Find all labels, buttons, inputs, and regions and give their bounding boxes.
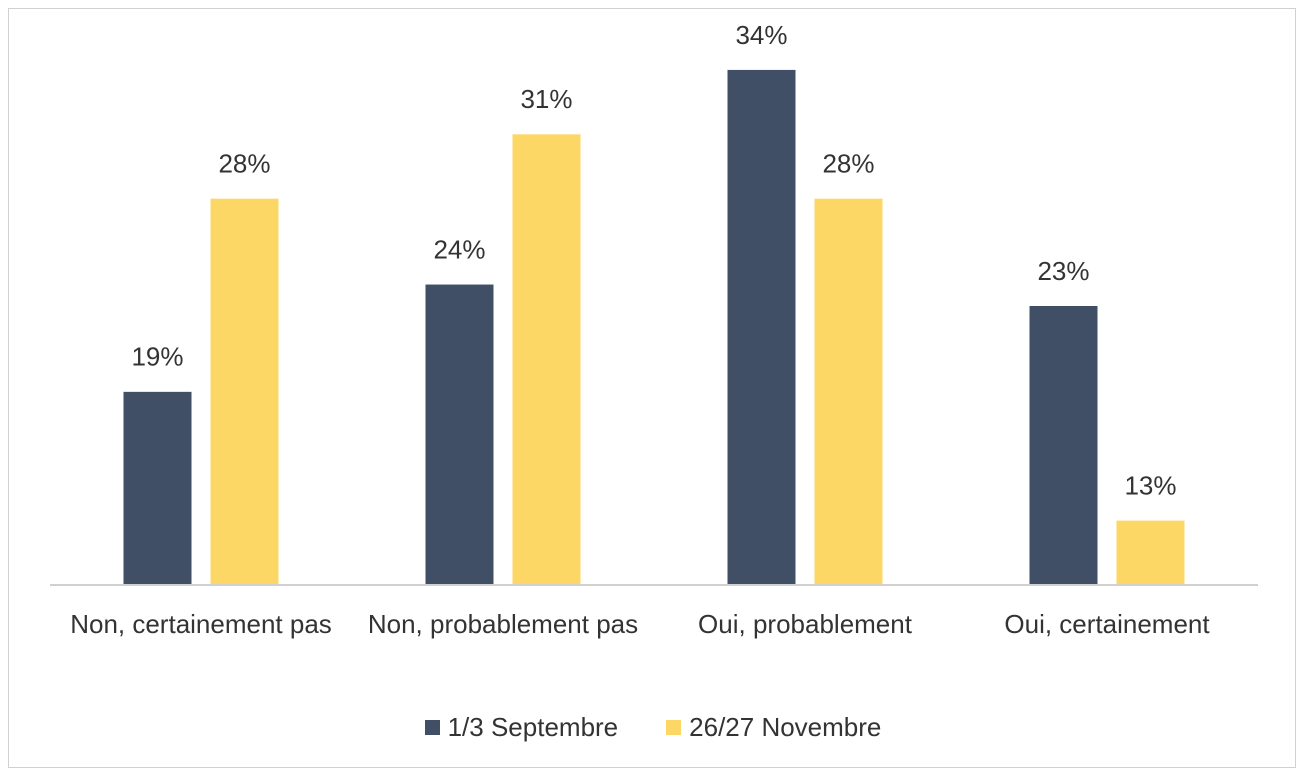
value-label: 19%: [131, 342, 183, 372]
value-label: 28%: [822, 149, 874, 179]
x-tick-label: Non, certainement pas: [70, 609, 332, 639]
legend-label: 26/27 Novembre: [689, 712, 882, 742]
bar: [512, 134, 581, 586]
bar: [1029, 306, 1098, 585]
value-label: 24%: [433, 234, 485, 264]
x-tick-label: Oui, certainement: [1004, 609, 1210, 639]
value-label: 34%: [735, 20, 787, 50]
value-label: 31%: [520, 84, 572, 114]
x-tick-label: Non, probablement pas: [367, 609, 639, 639]
legend-item: 1/3 Septembre: [424, 712, 619, 743]
bar: [727, 69, 796, 585]
value-label: 28%: [218, 149, 270, 179]
legend: 1/3 Septembre 26/27 Novembre: [0, 712, 1306, 743]
chart-frame: [8, 8, 1296, 768]
legend-item: 26/27 Novembre: [666, 712, 881, 743]
bar: [1116, 520, 1185, 585]
x-tick-label: Oui, probablement: [698, 609, 912, 639]
legend-label: 1/3 Septembre: [447, 712, 619, 742]
value-label: 23%: [1037, 256, 1089, 286]
bar: [123, 391, 192, 585]
legend-swatch: [424, 720, 440, 735]
bar: [814, 198, 883, 585]
bar: [425, 284, 494, 585]
bar: [210, 198, 279, 585]
legend-swatch: [666, 720, 682, 735]
value-label: 13%: [1124, 470, 1176, 500]
